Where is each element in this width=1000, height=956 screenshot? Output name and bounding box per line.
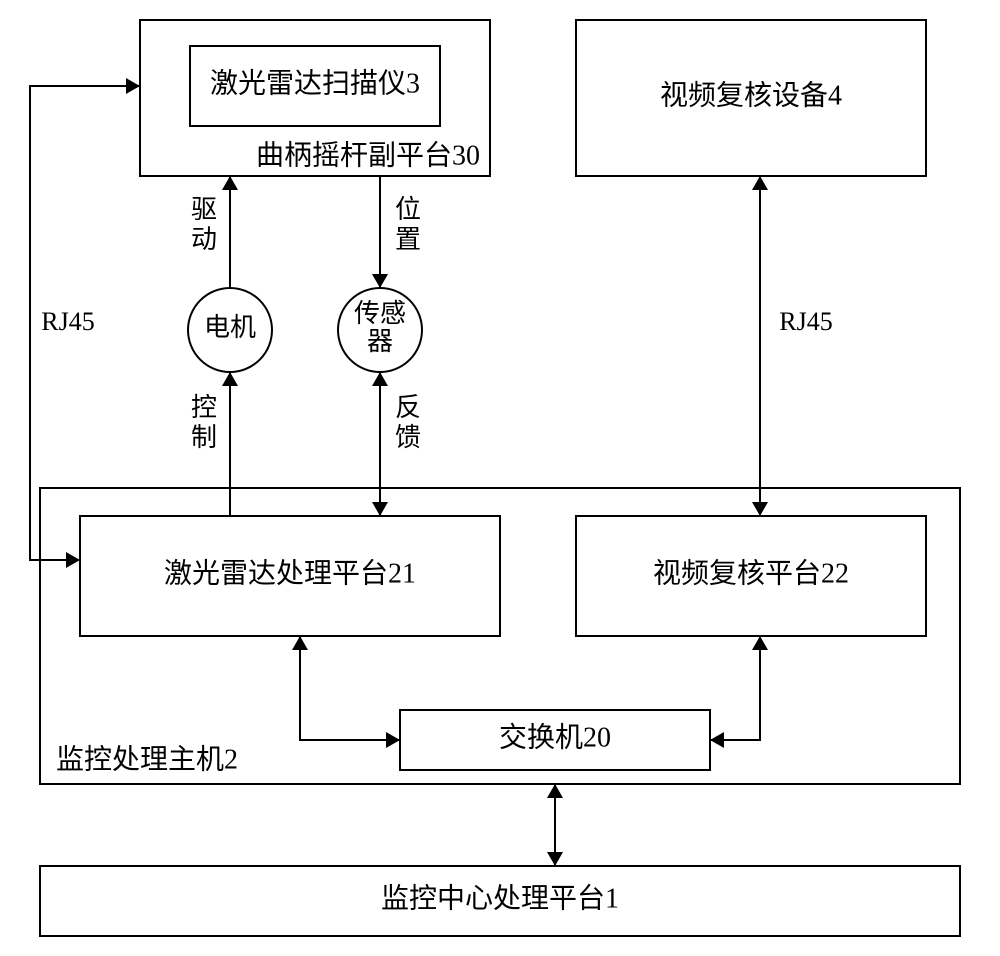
label-rj45-right: RJ45 (779, 307, 832, 336)
label-drive: 驱 (191, 195, 217, 224)
lidar_plat-label: 激光雷达处理平台21 (164, 557, 416, 589)
edge-motor-to-lidar (222, 176, 238, 288)
label-position: 位 (395, 195, 421, 224)
label-feedback: 反 (395, 393, 421, 422)
label-feedback: 馈 (395, 423, 421, 452)
video_device-label: 视频复核设备4 (660, 79, 842, 111)
switch-label: 交换机20 (499, 721, 611, 753)
sensor-label: 器 (367, 327, 393, 356)
sensor-label: 传感 (354, 299, 406, 328)
edge-lidarplat-switch (292, 636, 400, 748)
edge-sensor-to-plat (372, 372, 388, 516)
edge-switch-center (547, 784, 563, 866)
edge-plat-to-motor (222, 372, 238, 516)
edge-videoplat-switch (710, 636, 768, 748)
lidar-outer-label: 曲柄摇杆副平台30 (256, 139, 480, 171)
center-label: 监控中心处理平台1 (381, 882, 619, 914)
label-control: 控 (191, 393, 217, 422)
label-control: 制 (191, 423, 217, 452)
label-drive: 动 (191, 225, 217, 254)
host-label: 监控处理主机2 (56, 743, 238, 775)
edge-lidar-to-sensor (372, 176, 388, 288)
edge-video-rj45 (752, 176, 768, 516)
label-rj45-left: RJ45 (41, 307, 94, 336)
video_plat-label: 视频复核平台22 (653, 557, 849, 589)
motor-label: 电机 (204, 313, 256, 342)
label-position: 置 (395, 225, 421, 254)
lidar_inner-label: 激光雷达扫描仪3 (210, 67, 420, 99)
